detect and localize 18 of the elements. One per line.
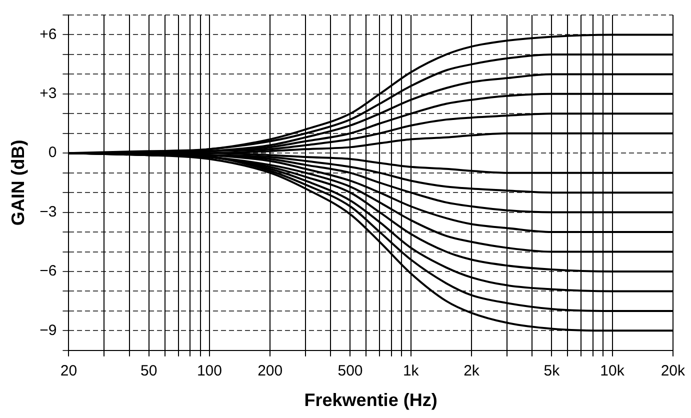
y-axis-title: GAIN (dB)	[8, 140, 28, 226]
x-tick-label: 100	[196, 362, 222, 380]
x-tick-label: 1k	[402, 362, 420, 380]
x-tick-label: 200	[258, 362, 283, 380]
y-tick-label: +6	[40, 26, 57, 43]
x-tick-label: 10k	[600, 362, 625, 380]
y-tick-label: +3	[40, 85, 57, 102]
x-tick-label: 50	[140, 362, 158, 380]
y-tick-label: −9	[40, 322, 57, 339]
y-tick-label: −3	[40, 203, 57, 220]
x-tick-label: 500	[338, 362, 363, 380]
x-tick-label: 5k	[544, 362, 560, 380]
x-tick-label: 2k	[464, 362, 480, 380]
x-tick-label: 20k	[660, 362, 686, 380]
x-tick-label: 20	[60, 362, 78, 380]
y-tick-label: −6	[40, 262, 57, 280]
x-axis-title: Frekwentie (Hz)	[304, 390, 438, 410]
y-tick-label: 0	[48, 144, 57, 162]
